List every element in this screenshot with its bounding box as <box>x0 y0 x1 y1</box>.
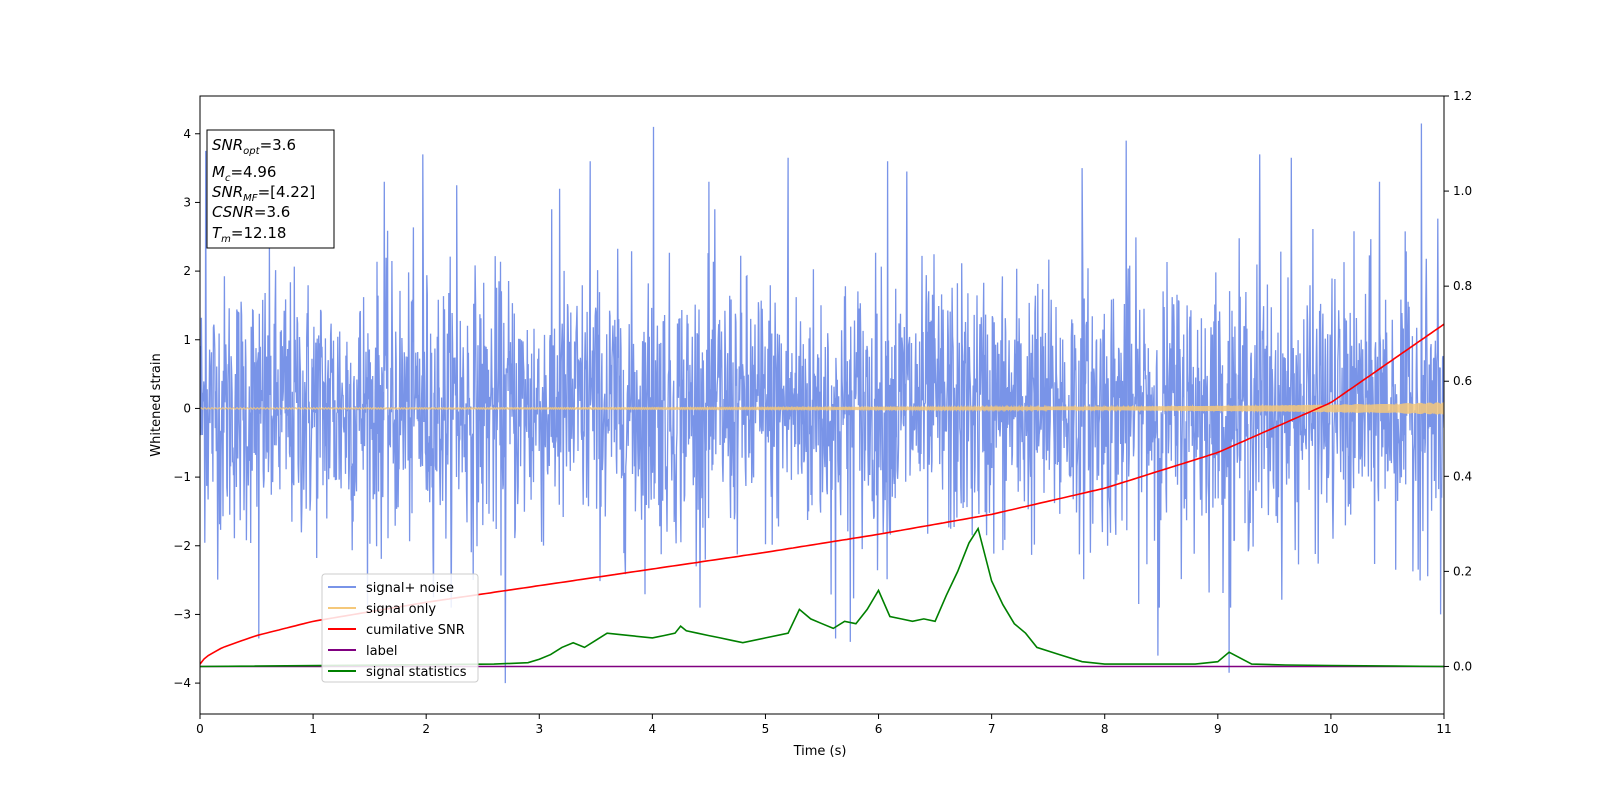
x-tick-label: 6 <box>875 722 883 736</box>
x-tick-label: 1 <box>309 722 317 736</box>
y-tick-label: 2 <box>183 264 191 278</box>
y-tick-label: 0 <box>183 401 191 415</box>
signal-statistics-line <box>200 526 1444 668</box>
legend-label: label <box>366 644 397 659</box>
x-tick-label: 7 <box>988 722 996 736</box>
x-tick-label: 11 <box>1436 722 1451 736</box>
legend-label: signal only <box>366 602 436 617</box>
y2-tick-label: 0.4 <box>1453 469 1472 483</box>
signal-noise-line <box>200 123 1444 684</box>
y-tick-label: 3 <box>183 195 191 209</box>
legend: signal+ noise signal only cumilative SNR la… <box>321 573 479 683</box>
x-tick-label: 3 <box>535 722 543 736</box>
y-tick-label: −1 <box>173 470 191 484</box>
y2-tick-label: 1.0 <box>1453 184 1472 198</box>
y-tick-label: 1 <box>183 333 191 347</box>
signal-noise-series <box>200 123 1444 684</box>
x-tick-label: 0 <box>196 722 204 736</box>
annotation-frame <box>206 129 335 249</box>
y2-tick-label: 0.2 <box>1453 564 1472 578</box>
signal-only-line <box>200 402 1444 416</box>
legend-label: signal+ noise <box>366 581 454 596</box>
annotation-line: Tm=12.18 <box>212 224 286 245</box>
x-tick-label: 2 <box>422 722 430 736</box>
x-tick-label: 5 <box>762 722 770 736</box>
y-tick-label: 4 <box>183 127 191 141</box>
axes: 0 1 2 3 4 5 6 7 8 9 10 1143210−1−2−3−41.21.00.80.60… <box>173 89 1472 736</box>
annotation-line: SNRMF=[4.22] <box>212 183 315 204</box>
y-tick-label: −2 <box>173 539 191 553</box>
annotation-line: SNRopt=3.6 <box>212 136 296 157</box>
x-tick-label: 10 <box>1323 722 1338 736</box>
x-tick-label: 4 <box>649 722 657 736</box>
x-axis-label: Time (s) <box>793 744 847 759</box>
legend-label: cumilative SNR <box>366 623 465 638</box>
y-tick-label: −3 <box>173 607 191 621</box>
annotation-line: CSNR=3.6 <box>212 203 290 221</box>
y-axis-label: Whitened strain <box>149 353 164 456</box>
y2-tick-label: 1.2 <box>1453 89 1472 103</box>
legend-frame <box>321 573 479 683</box>
y-tick-label: −4 <box>173 676 191 690</box>
y2-tick-label: 0.6 <box>1453 374 1472 388</box>
x-tick-label: 8 <box>1101 722 1109 736</box>
x-tick-label: 9 <box>1214 722 1222 736</box>
y2-tick-label: 0.0 <box>1453 659 1472 673</box>
signal-only-series <box>200 402 1444 416</box>
annotation-line: Mc=4.96 <box>212 163 276 184</box>
plot-frame <box>199 95 1445 715</box>
legend-label: signal statistics <box>366 665 467 680</box>
y2-tick-label: 0.8 <box>1453 279 1472 293</box>
